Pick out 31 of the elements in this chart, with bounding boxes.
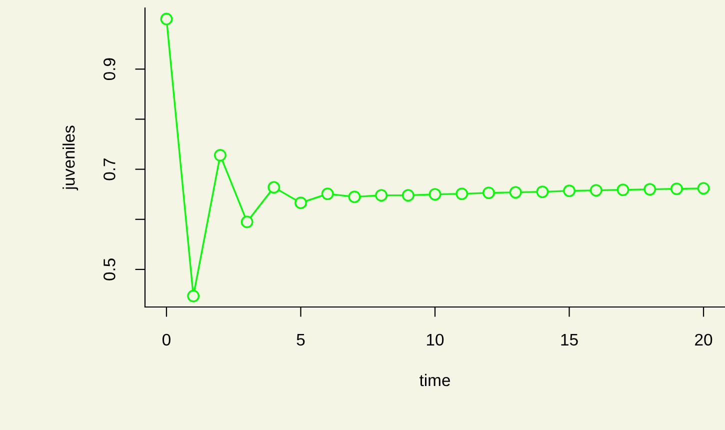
point (616, 184, 630, 196)
point (375, 189, 388, 202)
y-tick-label: 0.9 (104, 58, 116, 80)
point (536, 186, 549, 198)
point (268, 181, 280, 194)
point (644, 183, 656, 196)
point (160, 12, 173, 26)
point (482, 186, 495, 200)
x-tick-label: 5 (296, 334, 305, 346)
x-tick-label: 20 (695, 334, 712, 346)
x-axis-title: time (420, 374, 450, 386)
point (348, 190, 361, 204)
point (456, 188, 468, 200)
point (590, 184, 602, 197)
point (670, 182, 683, 196)
point (214, 149, 226, 162)
x-tick-label: 10 (427, 334, 444, 346)
point (294, 196, 307, 210)
point (563, 184, 576, 198)
x-tick-label: 15 (561, 334, 578, 346)
y-tick-label: 0.7 (104, 158, 116, 180)
y-axis-title: juveniles (62, 126, 78, 190)
y-tick-label: 0.5 (104, 258, 116, 280)
point (402, 189, 414, 202)
point (697, 182, 710, 195)
point (428, 188, 442, 201)
point (321, 188, 334, 200)
point (509, 186, 522, 199)
x-tick-label: 0 (162, 334, 170, 346)
point (240, 216, 254, 228)
point (187, 290, 200, 302)
